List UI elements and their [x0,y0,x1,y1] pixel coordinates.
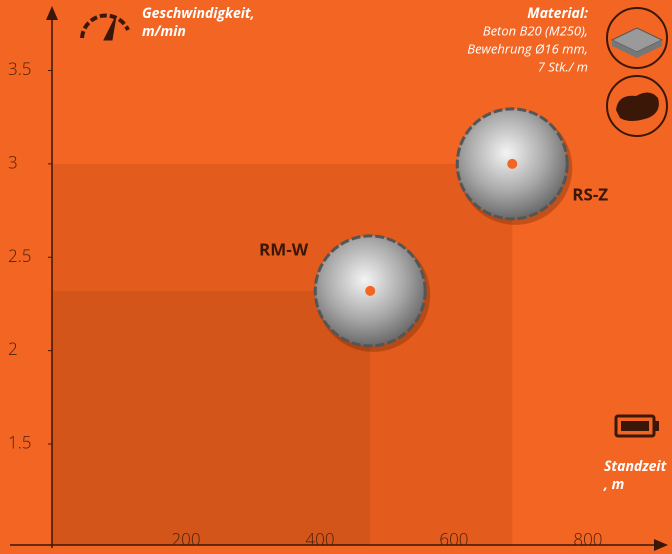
y-label-2: m/min [142,22,186,41]
x-tick-label: 400 [305,528,334,551]
note-title: Material: [527,4,588,23]
speed-icon [80,13,130,41]
note-line: Bewehrung Ø16 mm, [467,39,588,57]
x-tick-label: 200 [171,528,200,551]
disc-center [365,285,376,296]
y-tick-label: 3.5 [8,57,31,80]
x-arrow [654,539,668,551]
y-tick-label: 3 [8,150,18,173]
point-label: RM-W [259,237,309,260]
point-label: RS-Z [572,182,608,205]
disc-center [507,158,518,169]
x-label-2: , m [603,475,624,494]
note-line: 7 Stk./ m [538,57,588,75]
x-label-1: Standzeit [604,457,668,476]
material-icons [606,7,668,137]
y-tick-label: 1.5 [8,431,31,454]
battery-icon [614,414,659,438]
y-arrow [46,6,58,20]
y-tick-label: 2.5 [8,244,31,267]
y-tick-label: 2 [8,337,18,360]
region [52,290,371,545]
x-tick-label: 600 [439,528,468,551]
note-line: Beton B20 (M250), [483,21,588,39]
y-label-1: Geschwindigkeit, [142,4,255,23]
x-tick-label: 800 [573,528,602,551]
